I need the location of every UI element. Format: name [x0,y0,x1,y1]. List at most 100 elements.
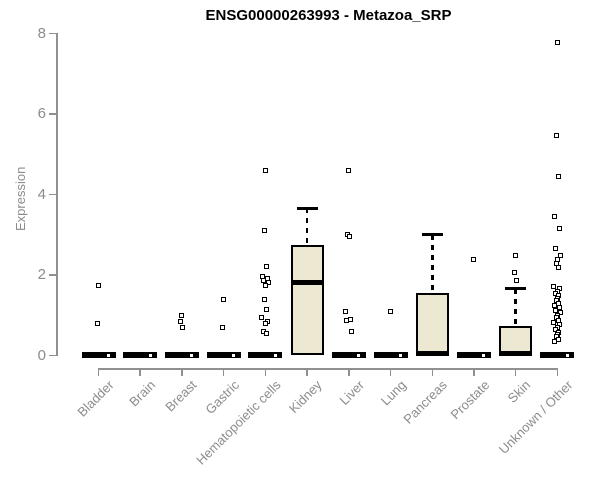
outlier-point-bladder [96,282,101,288]
outlier-point-hematopoietic-cells [258,314,264,320]
y-tick-label: 8 [37,24,46,42]
collapsed-box-prostate [456,352,491,359]
outlier-point-unknown-other [557,253,563,259]
outlier-point-liver [346,167,352,173]
collapsed-box-breast [164,352,199,359]
outlier-point-hematopoietic-cells [263,330,269,336]
x-axis-tick [556,368,559,376]
x-axis-tick [306,368,308,376]
x-axis-line [97,368,559,370]
x-axis-tick [473,368,475,376]
y-axis-tick [49,274,57,276]
x-axis-tick [222,368,225,376]
x-tick-label-skin: Skin [505,377,534,406]
x-tick-label-gastric: Gastric [201,377,242,418]
outlier-point-unknown-other [553,133,559,139]
upper-whisker-kidney [305,208,309,245]
outlier-point-breast [178,318,184,324]
box-pancreas [415,293,449,355]
median-pancreas [415,350,449,356]
outlier-point-hematopoietic-cells [272,353,278,358]
median-kidney [290,280,324,286]
upper-whisker-cap-kidney [296,207,318,210]
collapsed-box-gastric [206,352,241,359]
outlier-point-unknown-other [554,39,560,45]
y-axis-tick [49,113,57,115]
x-tick-label-unknown-other: Unknown / Other [495,377,576,457]
y-axis-tick [49,354,57,357]
x-axis-tick [97,368,100,376]
outlier-point-unknown-other [550,283,556,289]
outlier-point-breast [180,324,186,330]
outlier-point-lung [388,308,394,314]
y-tick-label: 6 [37,105,46,123]
outlier-point-prostate [471,257,477,263]
x-tick-label-bladder: Bladder [74,377,117,420]
outlier-point-unknown-other [550,319,556,325]
x-tick-label-pancreas: Pancreas [400,377,451,427]
outlier-point-unknown-other [551,214,557,220]
x-axis-tick [181,368,183,376]
upper-whisker-skin [514,288,517,327]
outlier-point-unknown-other [551,339,557,345]
x-axis-tick [514,368,517,376]
collapsed-box-bladder [81,352,116,359]
outlier-point-liver [343,308,349,314]
y-axis-line [56,33,58,357]
outlier-point-skin [512,270,518,276]
x-axis-tick [431,368,433,376]
outlier-point-skin [513,253,519,259]
outlier-point-unknown-other [552,307,558,313]
upper-whisker-cap-pancreas [421,233,443,236]
outlier-point-gastric [220,324,226,330]
outlier-point-unknown-other [555,265,561,271]
outlier-point-unknown-other [564,353,570,358]
outlier-point-unknown-other [555,173,561,179]
x-axis-tick [389,368,392,376]
outlier-point-bladder [106,353,111,358]
outlier-point-gastric [221,296,227,302]
y-tick-label: 4 [37,185,46,203]
collapsed-box-liver [331,352,366,359]
outlier-point-hematopoietic-cells [261,228,267,234]
outlier-point-breast [179,312,185,318]
outlier-point-liver [347,234,353,240]
collapsed-box-unknown-other [540,352,575,359]
collapsed-box-hematopoietic-cells [248,352,283,359]
y-axis-tick [49,193,57,196]
outlier-point-liver [344,317,350,323]
x-axis-tick [139,368,141,376]
outlier-point-hematopoietic-cells [263,264,269,270]
outlier-point-hematopoietic-cells [262,282,268,288]
collapsed-box-brain [123,352,158,359]
outlier-point-hematopoietic-cells [262,320,268,326]
outlier-point-breast [189,353,195,358]
x-axis-tick [348,368,350,376]
median-skin [499,351,533,357]
outlier-point-bladder [95,320,100,326]
outlier-point-prostate [481,353,487,358]
x-tick-label-prostate: Prostate [447,377,492,423]
y-tick-label: 0 [37,347,46,364]
outlier-point-liver [349,328,355,334]
upper-whisker-pancreas [431,234,434,294]
outlier-point-unknown-other [555,317,561,323]
x-tick-label-brain: Brain [126,377,159,410]
chart-title: ENSG00000263993 - Metazoa_SRP [205,7,452,24]
collapsed-box-lung [373,352,408,359]
outlier-point-hematopoietic-cells [263,306,269,312]
outlier-point-hematopoietic-cells [261,296,267,302]
outlier-point-brain [147,353,153,358]
x-axis-tick [264,368,267,376]
x-tick-label-lung: Lung [377,377,409,409]
x-tick-label-kidney: Kidney [286,377,326,417]
outlier-point-lung [398,353,404,358]
outlier-point-liver [356,353,362,358]
x-tick-label-breast: Breast [162,377,200,415]
outlier-point-unknown-other [556,226,562,232]
outlier-point-skin [514,278,520,284]
upper-whisker-cap-skin [505,287,527,290]
outlier-point-unknown-other [551,303,557,309]
y-axis-tick [49,32,57,34]
